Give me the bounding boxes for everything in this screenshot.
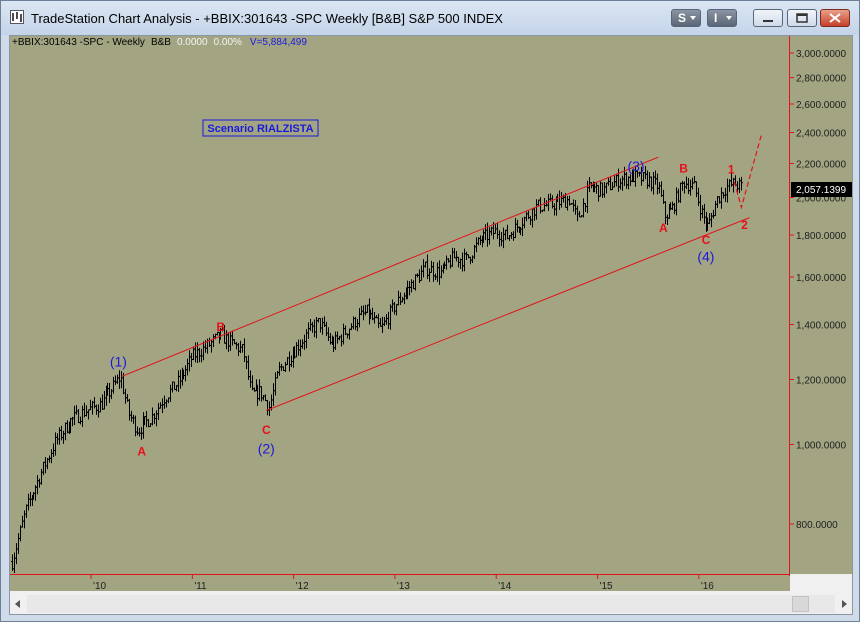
minimize-button[interactable] [753, 9, 783, 27]
wave-label: (1) [110, 353, 127, 369]
y-tick-label: 1,200.0000 [796, 376, 846, 387]
wave-label: A [659, 221, 668, 235]
y-tick-label: 2,600.0000 [796, 100, 846, 111]
minimize-icon [763, 20, 773, 22]
y-tick-label: 2,000.0000 [796, 193, 846, 204]
price-axis-area [790, 36, 852, 574]
indicator-menu-button[interactable]: I [707, 9, 737, 27]
close-icon [829, 13, 841, 23]
channel-lower-line [266, 217, 750, 411]
chart-symbol: +BBIX:301643 -SPC - Weekly [12, 37, 145, 48]
scroll-right-icon[interactable] [842, 600, 847, 608]
wave-label: (2) [258, 441, 275, 457]
x-tick-label: '13 [397, 581, 410, 591]
chart-study: B&B [151, 37, 171, 48]
trend-channel [121, 133, 763, 411]
channel-upper-line [121, 156, 659, 378]
wave-label: (3) [627, 158, 644, 174]
last-price-text: 2,057.1399 [796, 185, 846, 196]
wave-label: 1 [728, 162, 735, 176]
time-axis-area [10, 574, 790, 591]
wave-label: (4) [697, 249, 714, 265]
y-tick-label: 2,200.0000 [796, 160, 846, 171]
close-button[interactable] [820, 9, 850, 27]
wave-projection-line [733, 133, 763, 210]
chart-change-pct: 0.00% [214, 37, 242, 48]
x-tick-label: '15 [600, 581, 613, 591]
y-tick-label: 1,400.0000 [796, 321, 846, 332]
chart-app-icon [10, 10, 24, 24]
y-tick-label: 800.0000 [796, 520, 838, 531]
price-scale: 3,000.0000 2,800.0000 2,600.0000 2,400.0000… [789, 49, 846, 531]
scroll-left-icon[interactable] [15, 600, 20, 608]
time-scale: '10 '11 '12 '13 '14 '15 '16 [90, 574, 714, 591]
x-tick-label: '14 [498, 581, 511, 591]
horizontal-scrollbar[interactable] [10, 595, 852, 613]
wave-labels: (1) A B C (2) (3) A B 1 C 2 (4) [110, 158, 748, 458]
chart-header: +BBIX:301643 -SPC - Weekly B&B 0.0000 0.00%… [12, 37, 307, 48]
price-chart[interactable]: 3,000.0000 2,800.0000 2,600.0000 2,400.0000… [10, 36, 852, 591]
y-tick-label: 1,600.0000 [796, 273, 846, 284]
chart-change: 0.0000 [177, 37, 208, 48]
wave-label: 2 [741, 218, 748, 232]
y-tick-label: 2,400.0000 [796, 129, 846, 140]
scenario-label-text: Scenario RIALZISTA [207, 123, 313, 135]
wave-label: B [216, 320, 225, 334]
chevron-down-icon [690, 16, 696, 20]
scrollbar-track[interactable] [27, 595, 835, 613]
chevron-down-icon [726, 16, 732, 20]
chart-volume: V=5,884,499 [250, 37, 307, 48]
maximize-button[interactable] [787, 9, 817, 27]
wave-label: C [262, 423, 271, 437]
symbol-menu-label: S [678, 11, 687, 25]
wave-label: C [702, 233, 711, 247]
scrollbar-thumb[interactable] [792, 596, 809, 612]
last-price-tag: 2,057.1399 [791, 182, 852, 197]
x-tick-label: '16 [701, 581, 714, 591]
wave-label: A [137, 444, 146, 458]
x-tick-label: '12 [296, 581, 309, 591]
y-tick-label: 2,800.0000 [796, 74, 846, 85]
indicator-menu-label: I [714, 11, 718, 25]
y-tick-label: 1,000.0000 [796, 440, 846, 451]
scenario-label: Scenario RIALZISTA [202, 119, 319, 137]
x-tick-label: '10 [93, 581, 106, 591]
price-bars [11, 165, 743, 573]
wave-label: B [679, 162, 688, 176]
maximize-icon [796, 13, 808, 23]
window-title: TradeStation Chart Analysis - +BBIX:3016… [31, 11, 503, 26]
symbol-menu-button[interactable]: S [671, 9, 701, 27]
y-tick-label: 3,000.0000 [796, 49, 846, 60]
x-tick-label: '11 [194, 581, 207, 591]
y-tick-label: 1,800.0000 [796, 231, 846, 242]
title-bar: TradeStation Chart Analysis - +BBIX:3016… [1, 1, 859, 35]
